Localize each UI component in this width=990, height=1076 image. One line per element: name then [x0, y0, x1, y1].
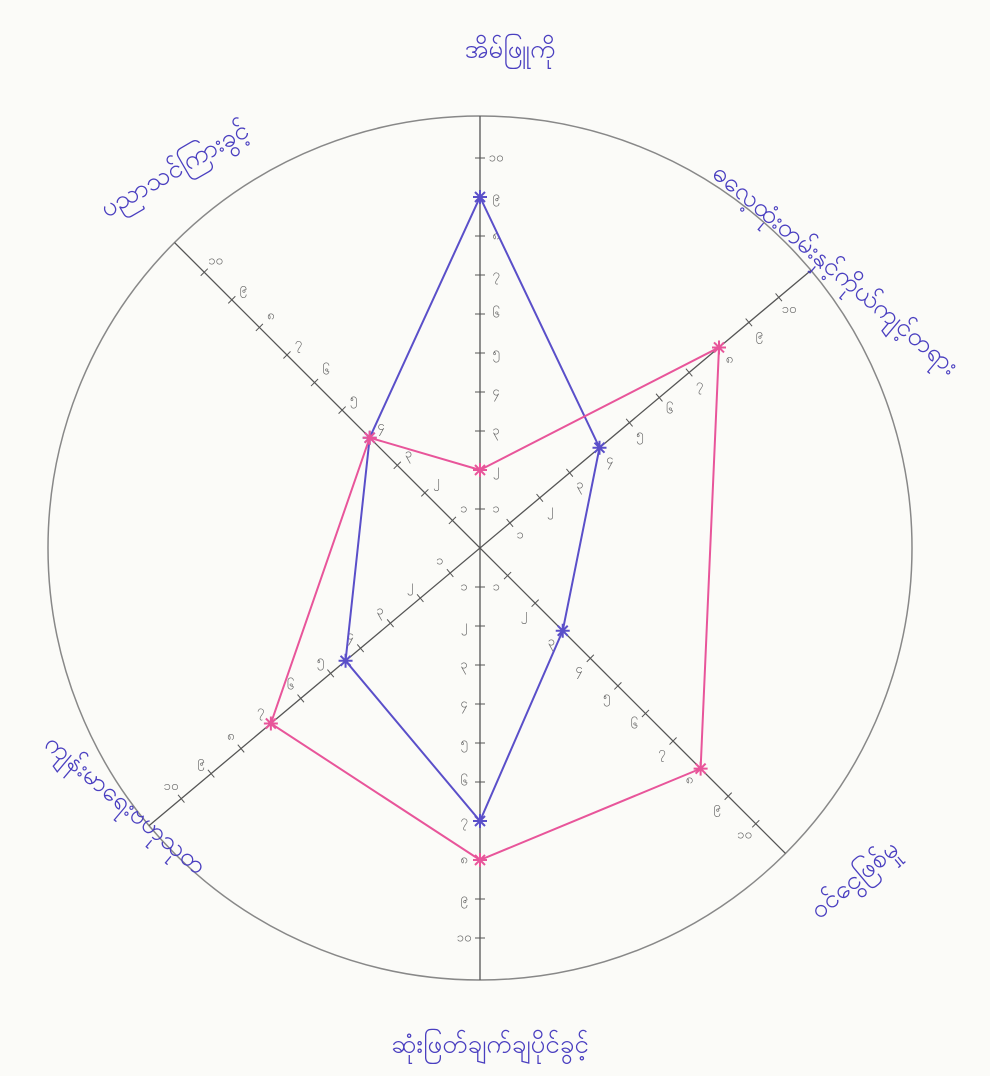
- tick-label: ၂: [547, 503, 553, 520]
- data-point: [473, 463, 487, 477]
- tick-label: ၇: [696, 377, 703, 394]
- tick-label: ၁: [493, 579, 500, 594]
- tick-label: ၈: [460, 853, 467, 868]
- tick-label: ၈: [726, 352, 733, 367]
- tick-label: ၆: [666, 401, 673, 417]
- tick-label: ၃: [376, 603, 383, 620]
- tick-label: ၅: [636, 427, 643, 444]
- tick-label: ၆: [630, 716, 637, 732]
- tick-label: ၉: [239, 281, 246, 298]
- tick-label: ၅: [460, 736, 467, 753]
- tick-label: ၉: [197, 754, 204, 771]
- tick-label: ၁: [492, 502, 499, 517]
- tick-label: ၉: [492, 190, 499, 207]
- tick-label: ၈: [227, 729, 234, 744]
- tick-label: ၂: [521, 607, 527, 624]
- tick-label: ၆: [322, 363, 329, 379]
- tick-label: ၃: [576, 478, 583, 495]
- tick-label: ၉: [713, 800, 720, 817]
- tick-label: ၂: [433, 474, 439, 491]
- tick-label: ၁: [436, 553, 443, 568]
- data-point: [473, 853, 487, 867]
- axis-label: ပညာသင်ကြားခွင့်: [94, 112, 257, 228]
- data-point: [694, 762, 708, 776]
- tick-label: ၇: [460, 814, 467, 831]
- tick-label: ၁: [460, 502, 467, 517]
- data-point: [363, 431, 377, 445]
- tick-label: ၆: [460, 774, 467, 790]
- axis-label: ကျန်းမာရေးဗဟုသုတ: [35, 728, 213, 886]
- tick-label: ၄: [575, 662, 583, 679]
- tick-label: ၂: [493, 463, 499, 480]
- tick-label: ၁: [517, 528, 524, 543]
- tick-label: ၁: [460, 580, 467, 595]
- chart: အိမ်ဖြူကို၁၂၃၄၅၆၇၈၉၁၀ဓလေ့ထုံးတမ်းနှင့်ကိ…: [0, 0, 990, 1076]
- tick-label: ၄: [606, 452, 614, 469]
- tick-label: ၄: [460, 697, 468, 714]
- tick-label: ၂: [407, 578, 413, 595]
- axis-label: ဓလေ့ထုံးတမ်းနှင့်ကိုယ်ကျင့်တရား: [703, 157, 965, 385]
- series-polygon: [346, 197, 600, 821]
- data-point: [712, 340, 726, 354]
- data-point: [473, 814, 487, 828]
- data-point: [556, 624, 570, 638]
- tick-label: ၆: [287, 678, 294, 694]
- tick-label: ၇: [257, 704, 264, 721]
- tick-label: ၃: [460, 658, 467, 675]
- tick-label: ၄: [377, 419, 385, 436]
- tick-label: ၆: [492, 306, 499, 322]
- tick-label: ၉: [460, 892, 467, 909]
- tick-label: ၇: [295, 336, 302, 353]
- axis-label: အိမ်ဖြူကို: [465, 32, 556, 70]
- data-point: [339, 654, 353, 668]
- tick-label: ၁၀: [782, 302, 797, 317]
- tick-label: ၁၀: [737, 828, 752, 843]
- tick-label: ၅: [603, 690, 610, 707]
- tick-label: ၇: [658, 745, 665, 762]
- tick-label: ၅: [350, 391, 357, 408]
- tick-label: ၄: [492, 385, 500, 402]
- tick-label: ၁၀: [208, 253, 223, 268]
- tick-label: ၇: [492, 268, 499, 285]
- data-point: [473, 190, 487, 204]
- data-point: [593, 441, 607, 455]
- tick-label: ၂: [461, 619, 467, 636]
- tick-label: ၅: [317, 654, 324, 671]
- tick-label: ၁၀: [489, 151, 504, 166]
- axis-label: ဝင်ငွေဖြစ်မှု: [802, 832, 908, 930]
- data-point: [264, 716, 278, 730]
- tick-label: ၈: [267, 309, 274, 324]
- tick-label: ၁၀: [457, 931, 472, 946]
- tick-label: ၉: [756, 327, 763, 344]
- axis-label: ဆုံးဖြတ်ချက်ချပိုင်ခွင့်: [391, 1027, 589, 1065]
- tick-label: ၅: [492, 346, 499, 363]
- tick-label: ၁၀: [164, 779, 179, 794]
- tick-label: ၃: [492, 424, 499, 441]
